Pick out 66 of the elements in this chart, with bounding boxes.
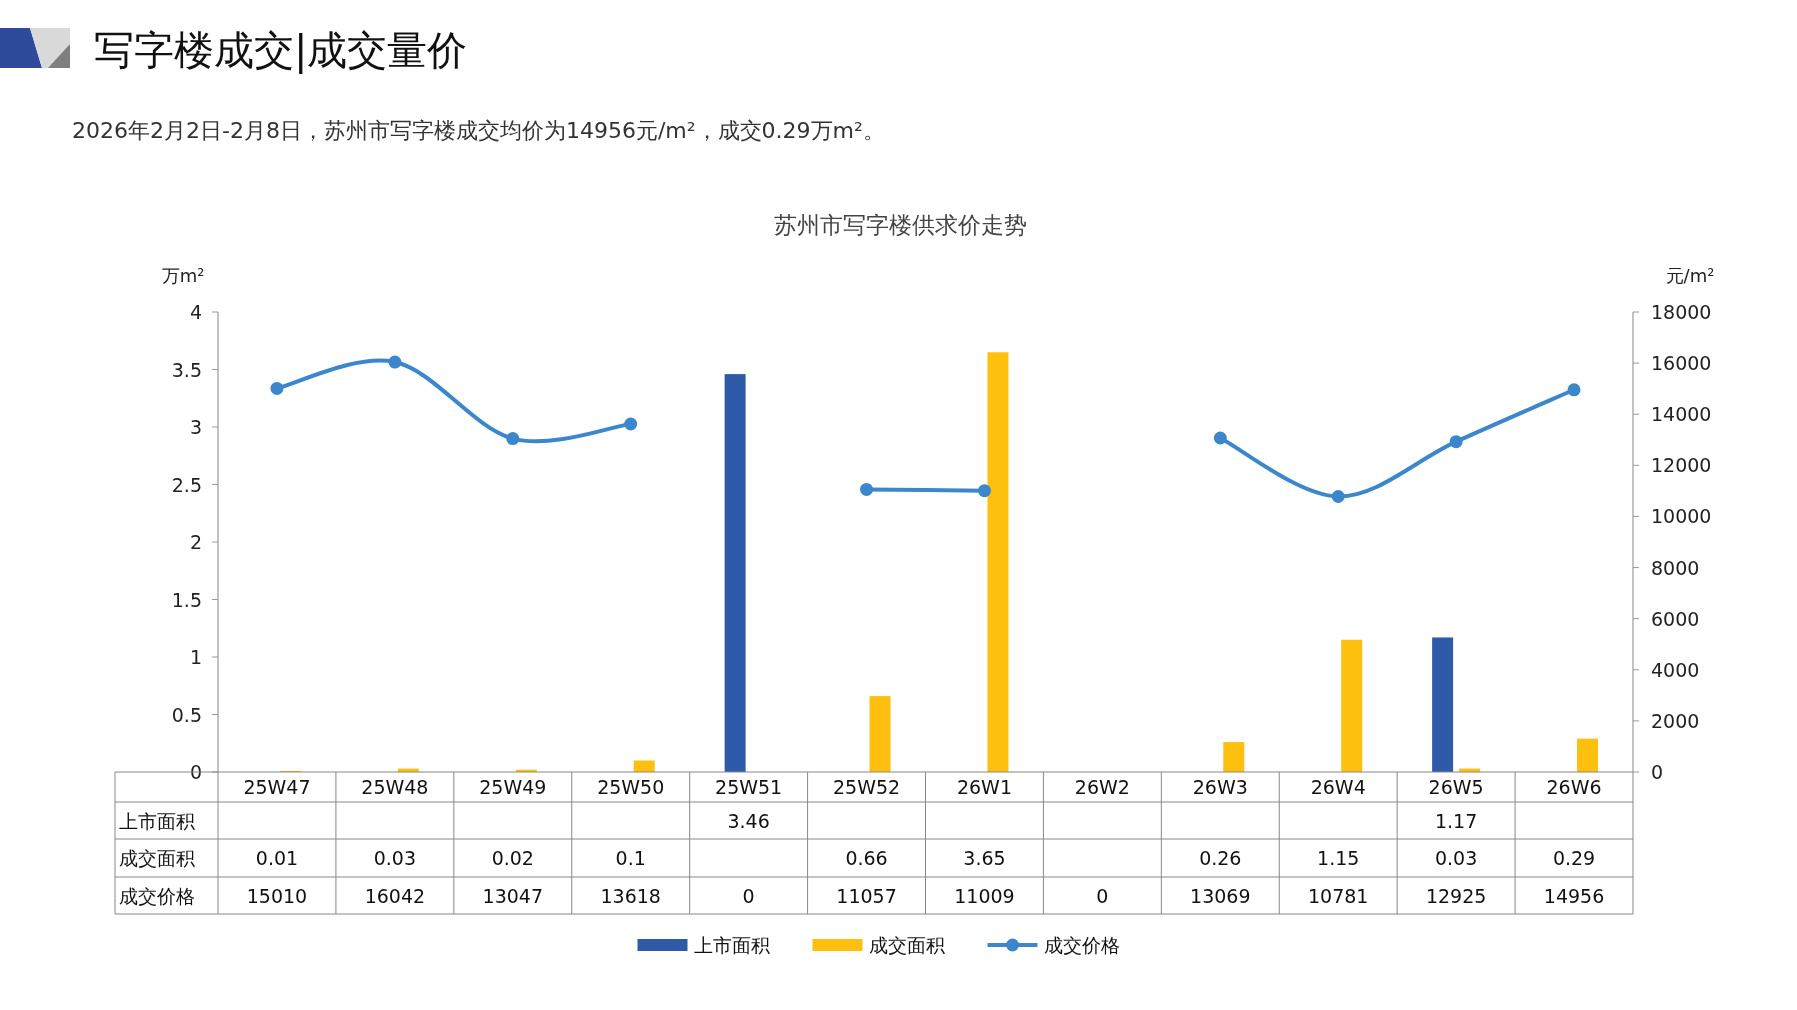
x-tick-label: 25W52	[832, 776, 901, 798]
text: 成交面积	[119, 847, 195, 869]
text: 0	[1096, 884, 1109, 907]
y2-tick-label: 12000	[1651, 454, 1712, 477]
data-label: 13047	[482, 884, 544, 907]
data-label: 0.26	[1199, 847, 1242, 869]
y-axis-title: 万m²	[161, 264, 205, 286]
y2-tick-label: 10000	[1651, 505, 1712, 528]
x-tick-label: 25W50	[597, 776, 665, 798]
data-label: 1.17	[1434, 809, 1478, 832]
text: 0	[742, 884, 755, 907]
data-label: 3.46	[727, 809, 770, 832]
y-tick-label: 0	[189, 761, 202, 783]
x-tick-label: 26W4	[1310, 776, 1366, 798]
x-tick-label: 26W3	[1192, 776, 1248, 798]
y-tick-label: 3	[189, 416, 202, 438]
y-tick-label: 1	[189, 646, 202, 668]
text: 苏州市写字楼供求价走势	[773, 212, 1027, 238]
x-tick-label: 25W48	[361, 776, 429, 798]
data-label: 1.15	[1317, 847, 1360, 869]
data-label: 16042	[364, 884, 426, 907]
legend-label: 成交面积	[868, 934, 945, 956]
y-tick-label: 0.5	[171, 703, 202, 726]
x-tick-label: 26W2	[1074, 776, 1130, 798]
y2-tick-label: 4000	[1651, 658, 1700, 681]
x-tick-label: 25W49	[479, 776, 547, 798]
data-label: 11057	[836, 884, 897, 907]
data-label: 0.03	[1434, 847, 1478, 869]
data-label: 11009	[954, 884, 1015, 907]
data-label: 10781	[1307, 884, 1369, 907]
data-label: 0.03	[373, 847, 417, 869]
y2-tick-label: 2000	[1651, 709, 1700, 732]
y-tick-label: 4	[189, 301, 202, 323]
chart-subtitle: 2026年2月2日-2月8日，苏州市写字楼成交均价为14956元/m²，成交0.29万m²。	[72, 117, 885, 143]
y-tick-label: 2.5	[171, 473, 202, 496]
text: 上市面积	[119, 809, 195, 832]
data-label: 14956	[1543, 884, 1605, 907]
text: 成交价格	[119, 884, 195, 907]
x-tick-label: 26W1	[956, 776, 1012, 798]
x-tick-label: 26W5	[1428, 776, 1484, 798]
data-label: 15010	[246, 884, 308, 907]
x-tick-label: 25W47	[243, 776, 311, 798]
data-label: 0.01	[255, 847, 299, 869]
y2-tick-label: 0	[1651, 761, 1664, 783]
data-label: 13069	[1190, 884, 1251, 907]
data-label: 0.1	[615, 847, 646, 869]
chart-title: 写字楼成交|成交量价	[94, 27, 468, 74]
data-label: 0.66	[845, 847, 888, 869]
y2-tick-label: 8000	[1651, 556, 1700, 579]
data-label: 0.02	[491, 847, 534, 869]
y-tick-label: 2	[189, 531, 202, 553]
y2-tick-label: 18000	[1651, 301, 1712, 323]
y2-tick-label: 14000	[1651, 403, 1712, 426]
y2-tick-label: 16000	[1651, 352, 1712, 375]
data-label: 13618	[600, 884, 661, 907]
data-label: 12925	[1425, 884, 1487, 907]
y-tick-label: 1.5	[171, 588, 202, 611]
data-label: 0.29	[1552, 847, 1596, 869]
data-label: 3.65	[963, 847, 1006, 869]
y2-axis-title: 元/m²	[1665, 264, 1715, 286]
legend-label: 上市面积	[693, 934, 770, 956]
legend-label: 成交价格	[1043, 934, 1120, 956]
x-tick-label: 25W51	[715, 776, 783, 798]
y2-tick-label: 6000	[1651, 607, 1700, 630]
x-tick-label: 26W6	[1546, 776, 1602, 798]
y-tick-label: 3.5	[171, 358, 202, 381]
